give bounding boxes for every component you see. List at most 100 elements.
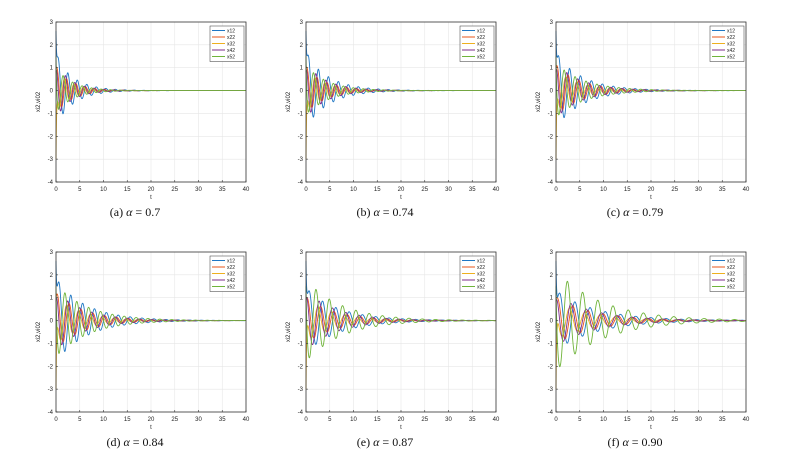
y-tick-label: 3 (50, 20, 54, 26)
x-tick-label: 35 (469, 187, 476, 193)
legend-label-x12: x12 (727, 28, 735, 34)
y-axis-label: xi2,vi02 (536, 91, 542, 112)
legend-label-x42: x42 (727, 278, 735, 284)
x-tick-label: 30 (195, 187, 202, 193)
x-tick-label: 10 (600, 187, 607, 193)
legend-label-x42: x42 (227, 48, 235, 54)
y-tick-label: 1 (550, 66, 554, 72)
x-tick-label: 40 (743, 187, 750, 193)
chart-e: 0 5 10 15 20 25 30 35 40 -4 -3 -2 -1 0 1 2 3 t xi2,vi02 x12… (286, 250, 500, 431)
x-tick-label: 15 (624, 187, 631, 193)
caption-letter: (b) (356, 205, 371, 219)
y-tick-label: -2 (548, 364, 554, 370)
x-tick-label: 25 (171, 417, 178, 423)
x-tick-label: 0 (554, 187, 558, 193)
x-tick-label: 30 (695, 187, 702, 193)
y-tick-label: -4 (48, 410, 54, 416)
series-line-x52 (305, 286, 496, 359)
legend-label-x22: x22 (727, 265, 735, 271)
y-tick-label: -3 (548, 387, 554, 393)
y-tick-label: -2 (298, 364, 304, 370)
x-tick-label: 15 (624, 417, 631, 423)
chart-c: 0 5 10 15 20 25 30 35 40 -4 -3 -2 -1 0 1 2 3 t xi2,vi02 x12… (536, 20, 750, 201)
x-tick-label: 40 (743, 417, 750, 423)
x-tick-label: 30 (695, 417, 702, 423)
caption-f: (f) α = 0.90 (520, 435, 750, 450)
legend-label-x22: x22 (477, 265, 485, 271)
x-tick-label: 20 (648, 417, 655, 423)
legend-label-x32: x32 (727, 41, 735, 47)
legend-label-x22: x22 (227, 265, 235, 271)
legend-label-x42: x42 (727, 48, 735, 54)
x-tick-label: 5 (78, 187, 82, 193)
x-axis-label: t (150, 195, 152, 201)
x-tick-label: 20 (148, 187, 155, 193)
y-tick-label: -1 (548, 341, 554, 347)
legend-label-x12: x12 (227, 258, 235, 264)
x-axis-label: t (400, 425, 402, 431)
y-tick-label: 0 (50, 89, 54, 95)
legend-label-x32: x32 (227, 271, 235, 277)
legend-label-x52: x52 (227, 54, 235, 60)
panel-d: 0 5 10 15 20 25 30 35 40 -4 -3 -2 -1 0 1 2 3 t xi2,vi02 x12… (20, 240, 250, 455)
legend-label-x22: x22 (477, 35, 485, 41)
x-tick-label: 20 (648, 187, 655, 193)
y-tick-label: -2 (48, 134, 54, 140)
chart-b: 0 5 10 15 20 25 30 35 40 -4 -3 -2 -1 0 1 2 3 t xi2,vi02 x12… (286, 20, 500, 201)
caption-value: = 0.74 (379, 205, 414, 219)
panel-e: 0 5 10 15 20 25 30 35 40 -4 -3 -2 -1 0 1 2 3 t xi2,vi02 x12… (270, 240, 500, 455)
chart-d: 0 5 10 15 20 25 30 35 40 -4 -3 -2 -1 0 1 2 3 t xi2,vi02 x12… (36, 250, 250, 431)
y-tick-label: -1 (548, 111, 554, 117)
legend-label-x22: x22 (227, 35, 235, 41)
legend-label-x42: x42 (477, 48, 485, 54)
series-line-x52 (305, 56, 496, 113)
caption-symbol: α (622, 435, 629, 449)
caption-symbol: α (373, 205, 380, 219)
y-tick-label: 2 (550, 43, 554, 49)
x-tick-label: 40 (243, 187, 250, 193)
y-tick-label: 2 (50, 43, 54, 49)
legend-label-x12: x12 (477, 28, 485, 34)
y-tick-label: -4 (298, 180, 304, 186)
x-tick-label: 0 (304, 417, 308, 423)
caption-value: = 0.90 (628, 435, 663, 449)
x-tick-label: 25 (421, 417, 428, 423)
x-tick-label: 10 (350, 417, 357, 423)
x-tick-label: 35 (719, 417, 726, 423)
x-tick-label: 25 (421, 187, 428, 193)
caption-d: (d) α = 0.84 (20, 435, 250, 450)
x-tick-label: 35 (219, 187, 226, 193)
caption-c: (c) α = 0.79 (520, 205, 750, 220)
y-axis-label: xi2,vi02 (286, 91, 292, 112)
x-tick-label: 35 (219, 417, 226, 423)
y-tick-label: -4 (548, 410, 554, 416)
legend-box (209, 255, 245, 292)
y-tick-label: 0 (50, 319, 54, 325)
legend-label-x32: x32 (727, 271, 735, 277)
x-tick-label: 35 (719, 187, 726, 193)
y-tick-label: -1 (48, 341, 54, 347)
x-tick-label: 35 (469, 417, 476, 423)
x-tick-label: 30 (445, 187, 452, 193)
legend-label-x52: x52 (727, 54, 735, 60)
y-tick-label: -4 (48, 180, 54, 186)
x-tick-label: 15 (124, 417, 131, 423)
x-tick-label: 0 (554, 417, 558, 423)
caption-value: = 0.79 (629, 205, 664, 219)
y-tick-label: 1 (550, 296, 554, 302)
x-tick-label: 10 (100, 187, 107, 193)
y-tick-label: -4 (298, 410, 304, 416)
x-tick-label: 10 (100, 417, 107, 423)
legend-label-x32: x32 (477, 271, 485, 277)
y-axis-label: xi2,vi02 (286, 321, 292, 342)
x-tick-label: 10 (600, 417, 607, 423)
legend-label-x52: x52 (477, 54, 485, 60)
legend-label-x32: x32 (477, 41, 485, 47)
legend-label-x52: x52 (477, 284, 485, 290)
x-tick-label: 5 (328, 417, 332, 423)
panel-f: 0 5 10 15 20 25 30 35 40 -4 -3 -2 -1 0 1 2 3 t xi2,vi02 x12… (520, 240, 750, 455)
x-tick-label: 20 (398, 187, 405, 193)
caption-letter: (c) (606, 205, 621, 219)
